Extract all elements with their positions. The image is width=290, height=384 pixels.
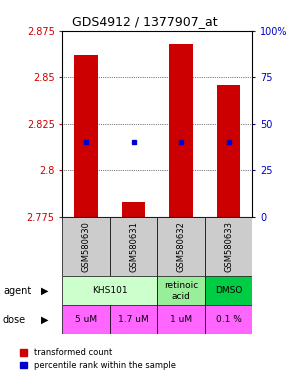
Text: GSM580631: GSM580631 — [129, 221, 138, 272]
Bar — [169, 44, 193, 217]
Text: agent: agent — [3, 286, 31, 296]
Bar — [157, 217, 205, 276]
Text: retinoic
acid: retinoic acid — [164, 281, 198, 301]
Text: GSM580632: GSM580632 — [177, 221, 186, 272]
Bar — [157, 276, 205, 305]
Bar — [62, 305, 110, 334]
Text: GSM580633: GSM580633 — [224, 221, 233, 272]
Bar — [205, 305, 252, 334]
Bar — [110, 305, 157, 334]
Text: ▶: ▶ — [41, 314, 49, 325]
Bar — [205, 276, 252, 305]
Text: 0.1 %: 0.1 % — [216, 315, 242, 324]
Text: 1.7 uM: 1.7 uM — [118, 315, 149, 324]
Bar — [110, 217, 157, 276]
Bar — [62, 217, 110, 276]
Text: GDS4912 / 1377907_at: GDS4912 / 1377907_at — [72, 15, 218, 28]
Text: ▶: ▶ — [41, 286, 49, 296]
Text: DMSO: DMSO — [215, 286, 242, 295]
Text: KHS101: KHS101 — [92, 286, 128, 295]
Text: dose: dose — [3, 314, 26, 325]
Bar — [217, 85, 240, 217]
Bar — [62, 276, 157, 305]
Bar — [74, 55, 98, 217]
Bar — [157, 305, 205, 334]
Text: 1 uM: 1 uM — [170, 315, 192, 324]
Text: GSM580630: GSM580630 — [81, 221, 90, 272]
Bar — [205, 217, 252, 276]
Text: 5 uM: 5 uM — [75, 315, 97, 324]
Bar — [122, 202, 146, 217]
Legend: transformed count, percentile rank within the sample: transformed count, percentile rank withi… — [19, 347, 177, 371]
